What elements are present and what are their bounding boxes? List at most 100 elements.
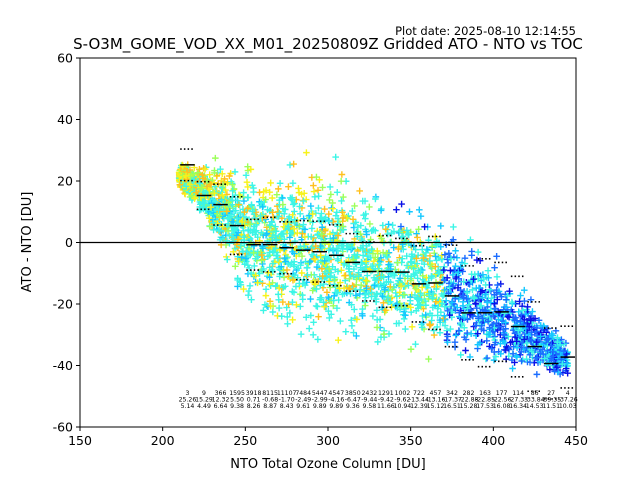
- scatter-point: [350, 329, 357, 336]
- y-tick-label: 0: [65, 235, 73, 250]
- scatter-point: [514, 327, 522, 334]
- scatter-point: [234, 276, 241, 284]
- scatter-point: [517, 348, 525, 356]
- scatter-point: [406, 208, 413, 216]
- scatter-point: [398, 200, 405, 208]
- scatter-point: [463, 289, 471, 297]
- scatter-point: [353, 316, 361, 323]
- scatter-point: [427, 320, 435, 328]
- scatter-point: [413, 255, 420, 262]
- scatter-point: [329, 199, 336, 207]
- scatter-point: [262, 286, 270, 293]
- scatter-point: [527, 317, 535, 324]
- scatter-point: [383, 266, 390, 274]
- scatter-point: [357, 281, 365, 289]
- scatter-point: [483, 354, 491, 362]
- scatter-point: [538, 333, 546, 341]
- scatter-point: [231, 168, 239, 176]
- x-axis-ticks: 150 200 250 300 350 400 450: [68, 427, 588, 448]
- scatter-point: [309, 287, 316, 294]
- scatter-point: [385, 221, 392, 228]
- scatter-point: [467, 330, 475, 338]
- x-tick-label: 450: [564, 433, 588, 448]
- scatter-point: [294, 274, 301, 282]
- scatter-point: [546, 366, 554, 373]
- scatter-point: [234, 197, 241, 204]
- scatter-point: [440, 291, 448, 298]
- scatter-point: [266, 264, 274, 271]
- scatter-point: [361, 302, 369, 309]
- scatter-point: [310, 319, 317, 326]
- scatter-point: [257, 212, 264, 220]
- scatter-point: [290, 263, 298, 270]
- scatter-point: [250, 188, 257, 196]
- scatter-point: [251, 262, 258, 270]
- scatter-point: [372, 195, 379, 203]
- scatter-point: [523, 339, 531, 347]
- scatter-point: [318, 223, 326, 231]
- scatter-point: [447, 325, 454, 333]
- scatter-point: [203, 177, 211, 185]
- scatter-point: [408, 259, 415, 266]
- scatter-point: [437, 222, 445, 230]
- scatter-point: [486, 324, 493, 331]
- scatter-point: [394, 259, 401, 266]
- bin-mean-label: -9.62: [394, 397, 410, 404]
- scatter-point: [492, 339, 499, 346]
- scatter-point: [350, 306, 358, 313]
- scatter-point: [275, 304, 283, 312]
- bin-std-label: 14.53: [526, 403, 544, 410]
- bin-count-label: 2432: [361, 390, 377, 397]
- scatter-point: [225, 199, 233, 206]
- scatter-point: [237, 281, 245, 289]
- scatter-point: [495, 323, 503, 330]
- scatter-point: [539, 350, 547, 358]
- scatter-point: [327, 191, 335, 198]
- scatter-point: [304, 245, 311, 253]
- scatter-point: [301, 233, 309, 241]
- scatter-point: [228, 201, 236, 209]
- scatter-point: [370, 257, 378, 265]
- scatter-point: [296, 280, 303, 287]
- scatter-point: [483, 299, 491, 306]
- scatter-point: [502, 296, 510, 303]
- scatter-point: [289, 179, 297, 187]
- bin-mean-label: -13.16: [425, 397, 445, 404]
- bin-count-label: 7484: [295, 390, 311, 397]
- scatter-point: [502, 319, 509, 326]
- scatter-point: [290, 289, 298, 296]
- scatter-point: [491, 264, 498, 272]
- scatter-point: [564, 369, 571, 377]
- scatter-point: [497, 350, 505, 358]
- scatter-point: [329, 205, 337, 213]
- bin-mean-label: 5.50: [230, 397, 244, 404]
- scatter-point: [345, 257, 352, 265]
- bin-mean-label: -9.42: [378, 397, 394, 404]
- scatter-point: [372, 295, 380, 303]
- scatter-point: [390, 228, 398, 235]
- scatter-point: [412, 246, 419, 253]
- scatter-point: [287, 230, 295, 237]
- scatter-point: [441, 322, 449, 329]
- bin-mean-label: -33.84: [525, 397, 545, 404]
- scatter-point: [461, 324, 468, 332]
- scatter-point: [228, 218, 236, 225]
- scatter-point: [294, 265, 302, 272]
- scatter-point: [419, 312, 426, 320]
- bin-mean-label: -1.70: [279, 397, 295, 404]
- bin-mean-label: -4.16: [328, 397, 344, 404]
- scatter-point: [274, 255, 282, 262]
- scatter-point: [435, 270, 442, 277]
- scatter-point: [405, 239, 412, 247]
- scatter-point: [317, 282, 324, 289]
- scatter-point: [330, 292, 338, 300]
- scatter-point: [296, 203, 303, 210]
- scatter-point: [360, 211, 367, 219]
- bin-mean-label: -2.99: [312, 397, 328, 404]
- scatter-point: [311, 256, 319, 263]
- scatter-point: [326, 218, 333, 225]
- scatter-point: [226, 172, 233, 180]
- scatter-point: [230, 248, 237, 256]
- scatter-point: [429, 304, 437, 311]
